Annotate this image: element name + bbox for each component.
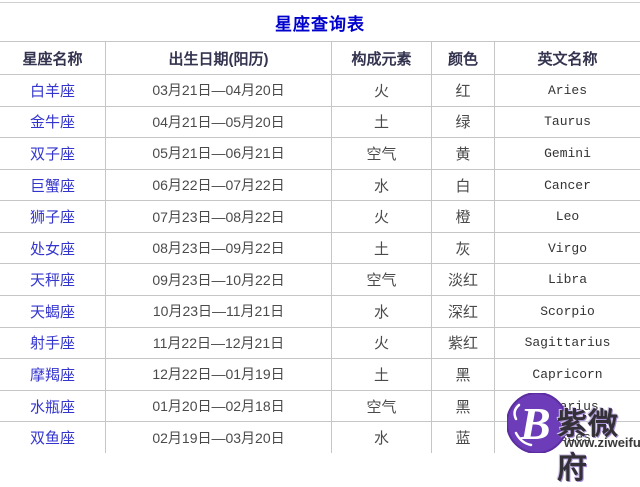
birth-date-cell: 12月22日—01月19日 [106,359,332,390]
table-row: 天秤座 09月23日—10月22日 空气 淡红 Libra [0,264,640,297]
zodiac-name-cell[interactable]: 天秤座 [0,264,106,296]
birth-date-cell: 05月21日—06月21日 [106,138,332,169]
english-name-cell: Virgo [547,240,587,256]
zodiac-name-cell[interactable]: 金牛座 [0,106,106,138]
color-cell: 白 [432,169,495,201]
birth-date-cell: 01月20日—02月18日 [106,390,332,422]
zodiac-name-cell[interactable]: 射手座 [0,327,106,359]
english-name-cell: Aries [547,82,587,98]
english-name-cell: Scorpio [540,303,595,319]
element-cell: 火 [332,201,432,232]
birth-date-cell: 09月23日—10月22日 [106,264,332,296]
table-grid: 星座名称 出生日期(阳历) 构成元素 颜色 英文名称 白羊座 03月21日—04… [0,42,640,453]
color-cell: 黄 [432,138,495,169]
element-cell: 火 [332,327,432,359]
birth-date-cell: 04月21日—05月20日 [106,106,332,138]
birth-date-cell: 03月21日—04月20日 [106,75,332,106]
page-title: 星座查询表 [0,3,640,42]
zodiac-name-cell[interactable]: 天蝎座 [0,296,106,327]
zodiac-name-cell[interactable]: 狮子座 [0,201,106,232]
english-name-cell: Sagittarius [524,335,611,351]
birth-date-cell: 06月22日—07月22日 [106,169,332,201]
table-row: 金牛座 04月21日—05月20日 土 绿 Taurus [0,106,640,139]
english-name-cell: Pisces [544,430,591,446]
element-cell: 水 [332,169,432,201]
zodiac-table: 星座查询表 星座名称 出生日期(阳历) 构成元素 颜色 英文名称 白羊座 03月… [0,2,640,453]
color-cell: 淡红 [432,264,495,296]
zodiac-name-cell[interactable]: 白羊座 [0,75,106,106]
header-zodiac-name: 星座名称 [0,42,106,74]
header-english-name: 英文名称 [537,50,598,68]
birth-date-cell: 10月23日—11月21日 [106,296,332,327]
color-cell: 蓝 [432,422,495,453]
element-cell: 土 [332,359,432,390]
element-cell: 空气 [332,138,432,169]
table-row: 天蝎座 10月23日—11月21日 水 深红 Scorpio [0,296,640,328]
english-name-cell: Gemini [544,145,591,161]
zodiac-name-cell[interactable]: 双子座 [0,138,106,169]
element-cell: 水 [332,296,432,327]
color-cell: 橙 [432,201,495,232]
english-name-cell: Libra [547,272,587,288]
zodiac-name-cell[interactable]: 处女座 [0,232,106,264]
zodiac-name-cell[interactable]: 水瓶座 [0,390,106,422]
zodiac-name-cell[interactable]: 巨蟹座 [0,169,106,201]
color-cell: 黑 [432,390,495,422]
table-header-row: 星座名称 出生日期(阳历) 构成元素 颜色 英文名称 [0,42,640,75]
table-row: 处女座 08月23日—09月22日 土 灰 Virgo [0,232,640,265]
element-cell: 空气 [332,264,432,296]
header-element: 构成元素 [332,42,432,74]
birth-date-cell: 08月23日—09月22日 [106,232,332,264]
element-cell: 土 [332,232,432,264]
english-name-cell: Taurus [544,114,591,130]
english-name-cell: Aquarius [536,398,599,414]
birth-date-cell: 07月23日—08月22日 [106,201,332,232]
birth-date-cell: 11月22日—12月21日 [106,327,332,359]
element-cell: 水 [332,422,432,453]
table-row: 白羊座 03月21日—04月20日 火 红 Aries [0,75,640,107]
element-cell: 空气 [332,390,432,422]
color-cell: 黑 [432,359,495,390]
birth-date-cell: 02月19日—03月20日 [106,422,332,453]
zodiac-name-cell[interactable]: 摩羯座 [0,359,106,390]
zodiac-name-cell[interactable]: 双鱼座 [0,422,106,453]
english-name-cell: Cancer [544,177,591,193]
color-cell: 绿 [432,106,495,138]
element-cell: 火 [332,75,432,106]
table-row: 射手座 11月22日—12月21日 火 紫红 Sagittarius [0,327,640,360]
color-cell: 灰 [432,232,495,264]
color-cell: 深红 [432,296,495,327]
table-row: 狮子座 07月23日—08月22日 火 橙 Leo [0,201,640,233]
table-row: 双子座 05月21日—06月21日 空气 黄 Gemini [0,138,640,170]
header-color: 颜色 [432,42,495,74]
color-cell: 红 [432,75,495,106]
table-row: 双鱼座 02月19日—03月20日 水 蓝 Pisces [0,422,640,453]
header-birth-date: 出生日期(阳历) [106,42,332,74]
color-cell: 紫红 [432,327,495,359]
english-name-cell: Leo [555,209,580,225]
table-row: 巨蟹座 06月22日—07月22日 水 白 Cancer [0,169,640,202]
table-row: 水瓶座 01月20日—02月18日 空气 黑 Aquarius [0,390,640,423]
english-name-cell: Capricorn [532,366,603,382]
table-row: 摩羯座 12月22日—01月19日 土 黑 Capricorn [0,359,640,391]
element-cell: 土 [332,106,432,138]
